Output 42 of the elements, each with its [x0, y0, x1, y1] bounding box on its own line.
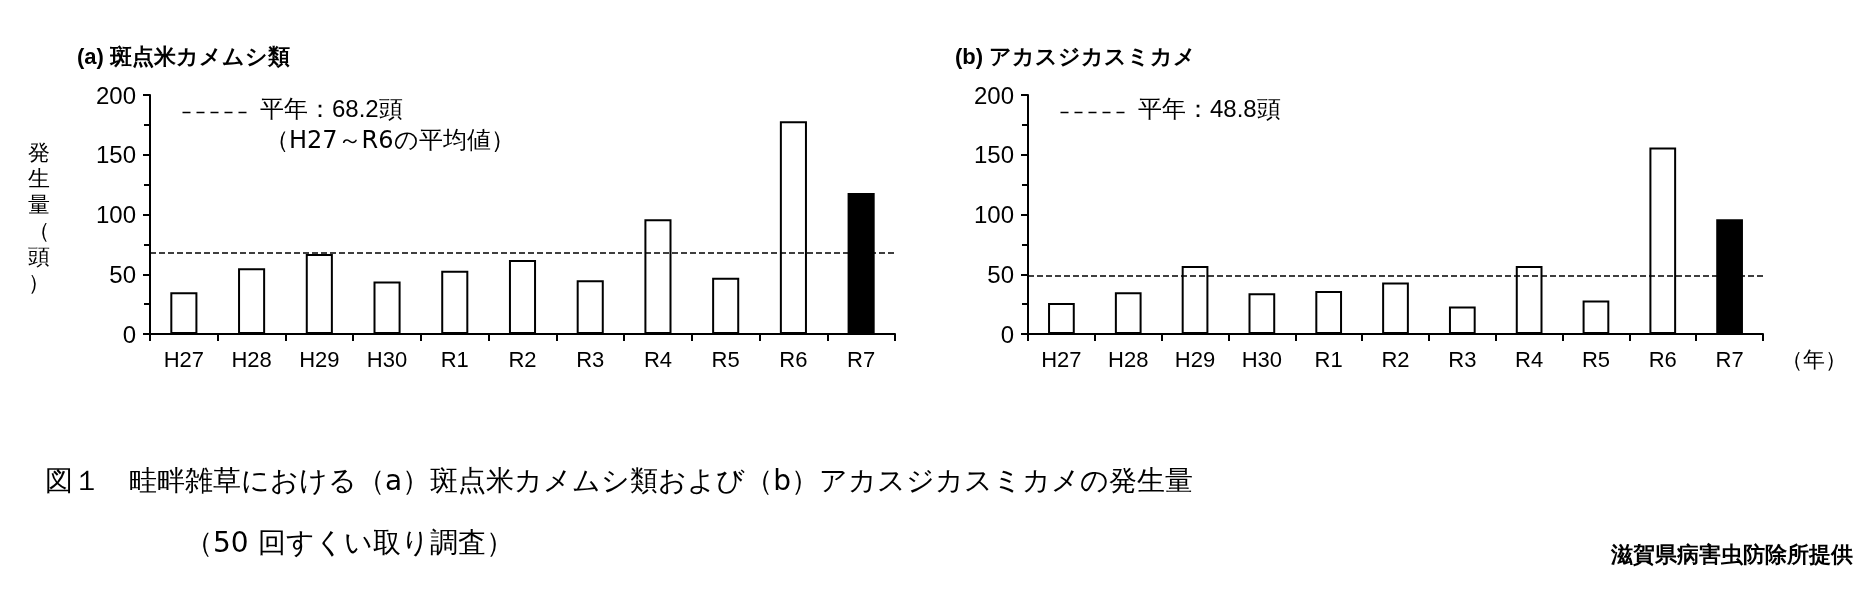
y-tick-label: 50: [987, 260, 1014, 288]
y-tick-label: 150: [95, 141, 136, 169]
x-tick-label: R2: [1381, 346, 1410, 372]
x-axis-title: （年）: [1781, 346, 1847, 372]
x-tick-label: H27: [1041, 346, 1082, 372]
x-tick-label: H28: [1108, 346, 1149, 372]
y-tick-label: 0: [122, 320, 136, 348]
x-tick-label: R7: [1715, 346, 1744, 372]
x-tick-label: R1: [1314, 346, 1343, 372]
y-tick-label: 150: [973, 141, 1014, 169]
caption: 図１ 畦畔雑草における（a）斑点米カメムシ類および（b）アカスジカスミカメの発生量: [45, 463, 1193, 499]
x-tick-label: R3: [1448, 346, 1477, 372]
x-tick-label: R7: [847, 346, 876, 372]
legend-label: 平年：48.8頭: [1138, 94, 1281, 122]
x-tick-label: R1: [440, 346, 469, 372]
y-tick-label: 50: [109, 260, 136, 288]
x-tick-label: R5: [711, 346, 740, 372]
legend-label: 平年：68.2頭: [260, 94, 403, 122]
y-axis-title: 発生量（頭）: [27, 140, 51, 296]
x-tick-label: R4: [1515, 346, 1544, 372]
x-tick-label: H30: [1241, 346, 1283, 372]
y-tick-label: 200: [95, 81, 136, 109]
x-tick-label: H30: [366, 346, 408, 372]
x-tick-label: R5: [1581, 346, 1611, 372]
y-tick-label: 100: [95, 201, 136, 228]
x-tick-label: R3: [576, 346, 605, 372]
chart-title: (b) アカスジカスミカメ: [955, 43, 1197, 69]
x-tick-label: H29: [1174, 346, 1216, 372]
x-tick-label: R2: [508, 346, 537, 372]
text: （50 回すくい取り調査）: [185, 525, 514, 561]
y-tick-label: 200: [973, 81, 1014, 109]
x-tick-label: H27: [163, 346, 205, 372]
y-tick-label: 100: [973, 201, 1014, 228]
text: 滋賀県病害虫防除所提供: [1611, 541, 1853, 569]
x-tick-label: R6: [1648, 346, 1677, 372]
x-tick-label: R6: [779, 346, 808, 372]
x-tick-label: R4: [643, 346, 673, 372]
y-tick-label: 0: [1000, 320, 1014, 348]
annotation: （H27～R6の平均値）: [265, 126, 515, 154]
x-tick-label: H28: [231, 346, 272, 372]
chart-title: (a) 斑点米カメムシ類: [77, 43, 290, 69]
x-tick-label: H29: [299, 346, 340, 372]
